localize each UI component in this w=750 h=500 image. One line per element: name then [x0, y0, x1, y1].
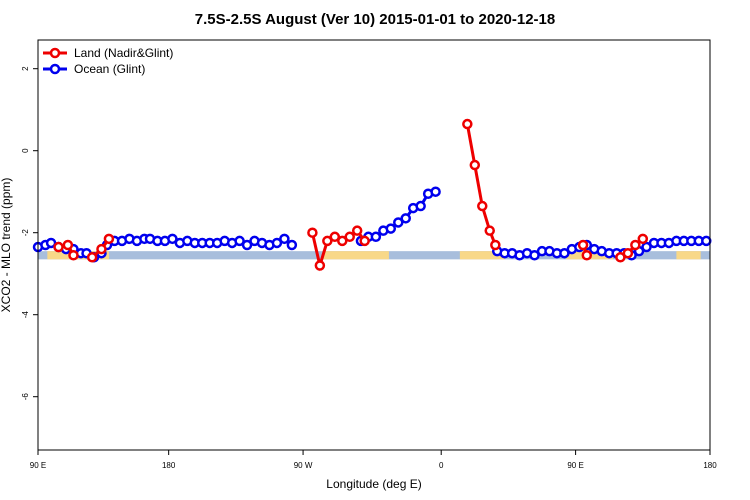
land-point [53, 241, 64, 253]
ocean-point [385, 223, 397, 234]
x-tick-label: 90 E [567, 461, 583, 470]
y-tick-label: 0 [21, 148, 30, 153]
ocean-point [393, 217, 404, 228]
x-tick-label: 180 [162, 461, 176, 470]
land-point [490, 239, 501, 251]
ocean-point [559, 247, 570, 259]
land-point [307, 227, 318, 238]
legend-marker [49, 63, 61, 75]
legend-label: Ocean (Glint) [74, 62, 145, 76]
ocean-point [529, 250, 540, 261]
y-tick-label: -6 [21, 393, 30, 401]
ocean-point [45, 237, 57, 249]
land-point [615, 252, 626, 263]
legend: Land (Nadir&Glint) Ocean (Glint) [43, 46, 173, 76]
x-tick-label: 90 W [294, 461, 313, 470]
legend-marker [49, 47, 61, 59]
ocean-point [370, 231, 382, 243]
land-point [630, 239, 641, 251]
x-axis-label: Longitude (deg E) [326, 477, 421, 491]
ocean-series [32, 186, 712, 263]
ocean-point [430, 186, 441, 197]
y-tick-label: 2 [21, 66, 30, 71]
land-point [477, 200, 488, 212]
chart-title: 7.5S-2.5S August (Ver 10) 2015-01-01 to … [195, 11, 555, 28]
land-mask-segment [459, 251, 505, 260]
land-point [322, 235, 333, 247]
y-axis-label: XCO2 - MLO trend (ppm) [0, 178, 13, 313]
legend-label: Land (Nadir&Glint) [74, 46, 173, 60]
ocean-point [167, 233, 178, 245]
land-point [637, 233, 649, 245]
ocean-point [415, 200, 426, 212]
land-point [577, 239, 589, 251]
x-tick-label: 0 [439, 461, 444, 470]
land-mask-segment [676, 251, 701, 260]
land-point [484, 225, 495, 236]
ocean-point [400, 213, 411, 224]
y-axis: 2 0 -2 -4 -6 [21, 66, 38, 400]
land-point [581, 250, 593, 261]
ocean-point [241, 239, 253, 251]
x-axis: 90 E 180 90 W 0 90 E 180 [30, 450, 717, 470]
land-point [622, 247, 634, 259]
ocean-point [641, 241, 652, 253]
land-point [86, 252, 98, 263]
land-series [53, 118, 649, 272]
land-point [329, 231, 341, 243]
ocean-point [234, 235, 245, 247]
x-tick-label: 180 [703, 461, 717, 470]
land-point [314, 260, 326, 271]
ocean-point [286, 239, 298, 251]
land-point [351, 225, 363, 236]
land-point [96, 243, 107, 255]
land-point [469, 159, 481, 171]
x-tick-label: 90 E [30, 461, 46, 470]
land-point [103, 233, 115, 245]
ocean-point [279, 233, 290, 245]
land-point [68, 250, 79, 261]
land-point [344, 231, 355, 243]
y-tick-label: -4 [21, 311, 30, 319]
land-point [462, 118, 473, 130]
land-point [62, 239, 74, 251]
plot-frame [37, 39, 711, 451]
land-mask-segment [323, 251, 389, 260]
land-point [337, 235, 348, 247]
y-tick-label: -2 [21, 229, 30, 237]
ocean-point [271, 237, 283, 249]
ocean-point [701, 235, 712, 247]
land-point [359, 235, 370, 247]
